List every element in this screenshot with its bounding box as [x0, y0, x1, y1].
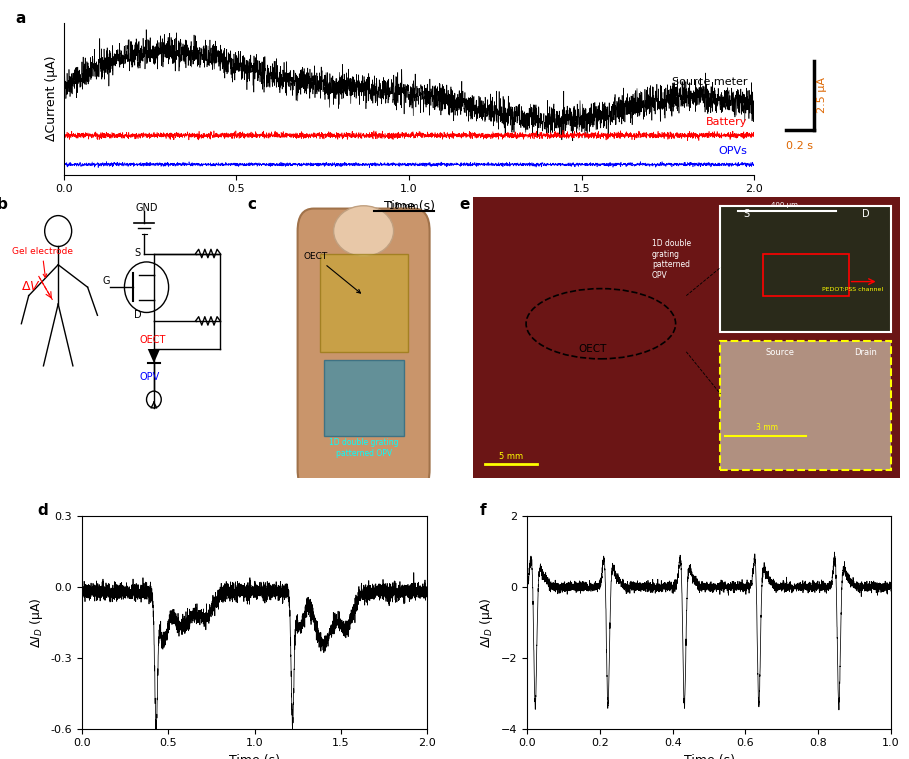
Bar: [324, 361, 404, 436]
Text: e: e: [460, 197, 470, 213]
Text: S: S: [135, 248, 140, 258]
Ellipse shape: [334, 206, 394, 257]
Text: OPVs: OPVs: [719, 146, 747, 156]
Text: Source: Source: [765, 348, 794, 357]
X-axis label: Time (s): Time (s): [684, 754, 734, 759]
Text: 1D double
grating
patterned
OPV: 1D double grating patterned OPV: [652, 240, 691, 279]
Text: S: S: [743, 209, 749, 219]
Polygon shape: [148, 349, 160, 363]
Text: G: G: [103, 276, 110, 286]
Text: GND: GND: [135, 203, 158, 213]
Text: Gel electrode: Gel electrode: [12, 247, 73, 278]
Text: a: a: [15, 11, 25, 26]
Text: 400 μm: 400 μm: [771, 202, 798, 208]
Text: 10 mm: 10 mm: [389, 202, 418, 210]
Text: OPV: OPV: [139, 372, 159, 382]
Text: 3 mm: 3 mm: [756, 424, 778, 433]
Text: OECT: OECT: [304, 252, 361, 293]
Y-axis label: ΔCurrent (μA): ΔCurrent (μA): [45, 56, 58, 141]
Bar: [764, 254, 849, 296]
Text: Drain: Drain: [854, 348, 877, 357]
Y-axis label: $\Delta I_D$ (μA): $\Delta I_D$ (μA): [478, 597, 495, 647]
X-axis label: Time (s): Time (s): [229, 754, 280, 759]
Text: OECT: OECT: [578, 344, 606, 354]
Y-axis label: $\Delta I_D$ (μA): $\Delta I_D$ (μA): [28, 597, 45, 647]
Bar: [721, 206, 892, 332]
Text: Battery: Battery: [706, 117, 747, 127]
Text: c: c: [247, 197, 256, 213]
Text: b: b: [0, 197, 7, 213]
Text: f: f: [480, 503, 486, 518]
Text: D: D: [135, 310, 142, 320]
X-axis label: Time (s): Time (s): [384, 200, 435, 213]
Text: 0.2 s: 0.2 s: [786, 140, 814, 150]
Text: D: D: [862, 209, 870, 219]
Text: 2.5 μA: 2.5 μA: [817, 77, 827, 113]
FancyBboxPatch shape: [297, 209, 430, 492]
Text: $\Delta V$: $\Delta V$: [21, 280, 41, 293]
Bar: [320, 254, 407, 352]
Text: PEDOT:PSS channel: PEDOT:PSS channel: [822, 287, 883, 292]
Bar: [721, 341, 892, 470]
Text: 5 mm: 5 mm: [499, 452, 524, 461]
Text: 1D double grating
patterned OPV: 1D double grating patterned OPV: [329, 438, 398, 458]
Text: d: d: [37, 503, 47, 518]
Text: Source meter: Source meter: [672, 77, 747, 87]
Text: OECT: OECT: [139, 335, 165, 345]
